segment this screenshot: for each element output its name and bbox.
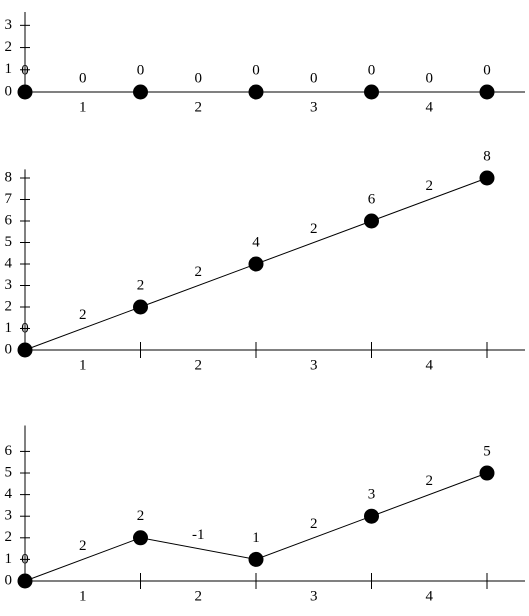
y-tick-label: 0 — [5, 341, 13, 357]
slope-label: 2 — [79, 538, 87, 554]
point — [133, 84, 148, 100]
point — [479, 170, 495, 186]
x-interval-label: 2 — [195, 99, 203, 115]
point-label: 8 — [483, 148, 491, 164]
x-interval-label: 4 — [426, 357, 434, 373]
y-tick-label: 7 — [5, 191, 13, 207]
point — [133, 299, 148, 315]
y-tick-label: 0 — [5, 572, 13, 588]
point-label: 5 — [483, 443, 491, 459]
point — [479, 465, 495, 481]
point-label: 0 — [21, 551, 29, 567]
point — [364, 508, 379, 524]
point-label: 0 — [368, 62, 376, 78]
point — [248, 84, 264, 100]
slope-label: 2 — [79, 307, 87, 323]
point-label: 0 — [137, 62, 145, 78]
y-tick-label: 3 — [5, 508, 13, 524]
y-tick-label: 6 — [5, 443, 13, 459]
slope-label: 2 — [310, 516, 318, 532]
point — [133, 530, 148, 546]
slope-label: 0 — [310, 70, 318, 86]
point — [17, 573, 33, 589]
x-interval-label: 4 — [426, 588, 434, 604]
x-interval-label: 3 — [310, 357, 318, 373]
slope-label: 0 — [195, 70, 203, 86]
point — [364, 84, 379, 100]
y-tick-label: 4 — [5, 255, 13, 271]
point — [248, 551, 264, 567]
slope-label: 2 — [426, 473, 434, 489]
y-tick-label: 1 — [5, 320, 13, 336]
point-label: 0 — [483, 62, 491, 78]
x-interval-label: 3 — [310, 588, 318, 604]
y-tick-label: 2 — [5, 298, 13, 314]
y-tick-label: 4 — [5, 486, 13, 502]
point — [248, 256, 264, 272]
point-label: 2 — [137, 277, 145, 293]
slope-label: 2 — [310, 221, 318, 237]
y-tick-label: 8 — [5, 169, 13, 185]
point-label: 2 — [137, 508, 145, 524]
point — [17, 342, 33, 358]
x-interval-label: 1 — [79, 588, 87, 604]
point — [17, 84, 33, 100]
slope-label: -1 — [192, 527, 205, 543]
x-interval-label: 4 — [426, 99, 434, 115]
point-label: 0 — [21, 62, 29, 78]
y-tick-label: 3 — [5, 17, 13, 33]
slope-label: 0 — [79, 70, 87, 86]
point — [479, 84, 495, 100]
y-tick-label: 3 — [5, 277, 13, 293]
point-label: 6 — [368, 191, 376, 207]
point — [364, 213, 379, 229]
point-label: 3 — [368, 487, 376, 503]
y-tick-label: 6 — [5, 212, 13, 228]
point-label: 0 — [21, 320, 29, 336]
x-interval-label: 2 — [195, 357, 203, 373]
point-label: 0 — [252, 62, 260, 78]
slope-label: 0 — [426, 70, 434, 86]
y-tick-label: 1 — [5, 61, 13, 77]
slope-label: 2 — [426, 178, 434, 194]
y-tick-label: 1 — [5, 551, 13, 567]
y-tick-label: 5 — [5, 464, 13, 480]
x-interval-label: 3 — [310, 99, 318, 115]
y-tick-label: 5 — [5, 234, 13, 250]
point-label: 1 — [252, 530, 260, 546]
slope-label: 2 — [195, 264, 203, 280]
x-interval-label: 1 — [79, 357, 87, 373]
x-interval-label: 1 — [79, 99, 87, 115]
x-interval-label: 2 — [195, 588, 203, 604]
y-tick-label: 2 — [5, 529, 13, 545]
point-label: 4 — [252, 234, 260, 250]
y-tick-label: 2 — [5, 39, 13, 55]
y-tick-label: 0 — [5, 83, 13, 99]
